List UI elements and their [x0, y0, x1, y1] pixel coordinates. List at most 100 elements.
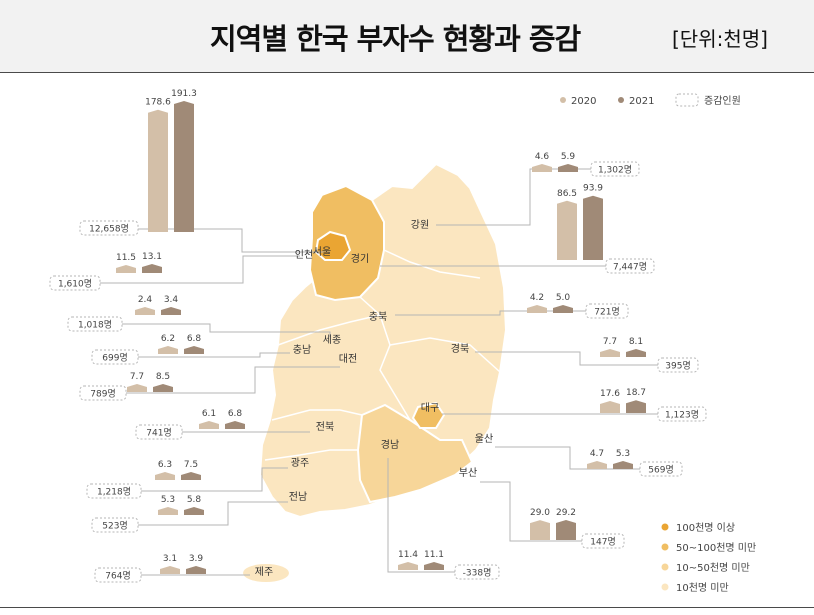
- region-15-bar-2020: [530, 520, 550, 540]
- region-1-diff-box: [49, 275, 101, 291]
- region-16-bar-2020: [398, 562, 418, 570]
- legend-under10-label: 10천명 미만: [676, 582, 729, 594]
- region-11-diff-box: [585, 303, 629, 319]
- region-5-value-2020: 6.1: [202, 409, 216, 419]
- region-0-diff-box: [79, 220, 139, 236]
- region-1-diff-label: 1,610명: [58, 279, 92, 290]
- region-13-diff-box: [657, 406, 707, 422]
- legend-diff-label: 증감인원: [704, 95, 741, 107]
- region-10-diff-label: 7,447명: [613, 262, 647, 273]
- region-5-bar-2020: [199, 421, 219, 429]
- region-9-bar-2020: [532, 164, 552, 172]
- region-1-name-label: 인천: [295, 249, 313, 261]
- region-9-diff-box: [590, 161, 640, 177]
- region-9-value-2020: 4.6: [535, 152, 550, 162]
- region-16-diff-box: [454, 564, 500, 580]
- region-12-bar-2020: [600, 349, 620, 357]
- region-7-value-2021: 5.8: [187, 495, 202, 505]
- header-bar: 지역별 한국 부자수 현황과 증감 [단위:천명]: [0, 0, 814, 73]
- region-1-value-2020: 11.5: [116, 253, 136, 263]
- region-11-diff-label: 721명: [594, 307, 619, 318]
- legend-categories: 100천명 이상 50~100천명 미만 10~50천명 미만 10천명 미만: [661, 522, 756, 594]
- region-16-diff-label: -338명: [463, 568, 492, 579]
- region-11-bar-2021: [553, 305, 573, 313]
- map-seoul: [314, 230, 352, 261]
- region-3-bar-2021: [184, 346, 204, 354]
- region-9-bar-2021: [558, 164, 578, 172]
- region-2-bar-2021: [161, 307, 181, 315]
- region-15-value-2021: 29.2: [556, 508, 576, 518]
- region-11-value-2021: 5.0: [556, 293, 571, 303]
- region-5-bar-2021: [225, 421, 245, 429]
- region-6-value-2020: 6.3: [158, 460, 172, 470]
- region-10-diff-box: [605, 258, 655, 274]
- unit-label: [단위:천명]: [672, 27, 768, 51]
- region-0-value-2021: 191.3: [171, 89, 197, 99]
- legend-diff-box: [675, 93, 699, 107]
- region-7-diff-box: [91, 517, 139, 533]
- region-13-bar-2021: [626, 400, 646, 413]
- region-4-value-2021: 8.5: [156, 372, 170, 382]
- region-15-diff-box: [581, 533, 625, 549]
- region-16-name-label: 경남: [381, 438, 399, 451]
- region-12-leader-line: [475, 351, 658, 366]
- region-6-value-2021: 7.5: [184, 460, 198, 470]
- region-10-bar-2021: [583, 195, 603, 260]
- region-13-bar-2020: [600, 400, 620, 413]
- region-7-bar-2021: [184, 507, 204, 515]
- region-3-name-label: 충남: [293, 344, 311, 356]
- region-1-leader-line: [100, 255, 300, 284]
- legend-under10-dot: [661, 583, 669, 591]
- region-14-bar-2020: [587, 461, 607, 469]
- region-10-value-2021: 93.9: [583, 184, 603, 194]
- region-5-diff-box: [135, 424, 183, 440]
- legend-10-50-label: 10~50천명 미만: [676, 562, 750, 574]
- region-11-bar-2020: [527, 305, 547, 313]
- legend-10-50-dot: [661, 563, 669, 571]
- region-11-value-2020: 4.2: [530, 293, 544, 303]
- region-9-value-2021: 5.9: [561, 152, 576, 162]
- legend-50-100-dot: [661, 543, 669, 551]
- region-15-name-label: 부산: [459, 467, 477, 479]
- region-10-bar-2020: [557, 200, 577, 260]
- region-8-bar-2021: [186, 566, 206, 574]
- region-7-name-label: 전남: [289, 491, 307, 503]
- region-14-diff-box: [639, 461, 683, 477]
- region-15-bar-2021: [556, 520, 576, 540]
- region-9-name-label: 강원: [411, 219, 429, 231]
- region-11-name-label: 충북: [369, 311, 387, 323]
- region-3-diff-label: 699명: [102, 353, 127, 364]
- region-0-leader-line: [138, 228, 330, 253]
- region-8-bar-2020: [160, 566, 180, 574]
- region-4-leader-line: [126, 366, 340, 394]
- region-6-diff-box: [86, 483, 142, 499]
- region-6-name-label: 광주: [291, 457, 309, 469]
- region-8-name-label: 제주: [255, 566, 273, 578]
- region-7-diff-label: 523명: [102, 521, 127, 532]
- region-14-name-label: 울산: [475, 433, 493, 445]
- region-12-value-2020: 7.7: [603, 337, 617, 347]
- region-10-value-2020: 86.5: [557, 189, 577, 199]
- region-7-bar-2020: [158, 507, 178, 515]
- region-13-value-2021: 18.7: [626, 388, 646, 398]
- region-6-bar-2021: [181, 472, 201, 480]
- region-6-bar-2020: [155, 472, 175, 480]
- region-15-leader-line: [480, 481, 582, 542]
- region-3-value-2020: 6.2: [161, 334, 175, 344]
- region-1-bar-2020: [116, 265, 136, 273]
- region-3-diff-box: [91, 349, 139, 365]
- region-0-diff-label: 12,658명: [89, 224, 129, 235]
- region-12-diff-label: 395명: [665, 361, 690, 372]
- region-2-value-2021: 3.4: [164, 295, 179, 305]
- region-12-bar-2021: [626, 349, 646, 357]
- region-13-diff-label: 1,123명: [665, 410, 699, 421]
- region-2-leader-line: [122, 323, 331, 337]
- region-4-diff-box: [79, 385, 127, 401]
- region-12-name-label: 경북: [451, 342, 469, 355]
- region-2-name-label: 세종: [323, 334, 341, 346]
- legend-50-100-label: 50~100천명 미만: [676, 542, 756, 554]
- region-8-value-2021: 3.9: [189, 554, 204, 564]
- region-4-bar-2020: [127, 384, 147, 392]
- legend-over100-dot: [661, 523, 669, 531]
- region-10-name-label: 경기: [351, 252, 369, 265]
